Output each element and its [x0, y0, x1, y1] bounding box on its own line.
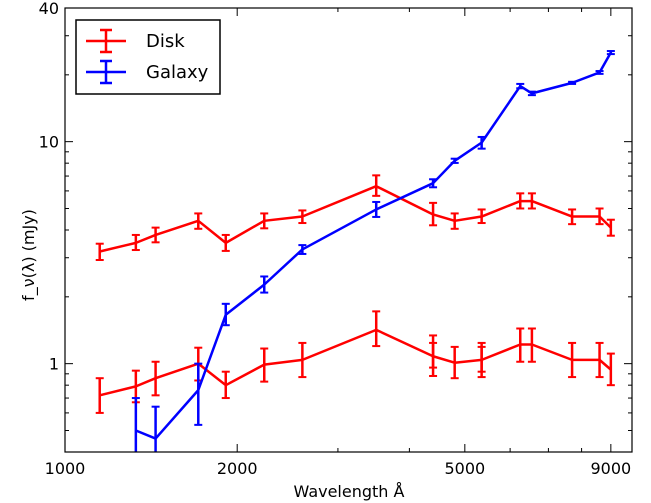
error-bar	[298, 209, 307, 225]
error-bar	[194, 362, 203, 426]
y-tick-label: 1	[49, 355, 59, 374]
x-tick-label: 9000	[590, 459, 631, 478]
axis-ticks: 1000 2000 5000 9000 1 10 40	[39, 0, 632, 478]
y-axis-label: f_ν(λ) (mJy)	[19, 209, 39, 301]
legend-box	[75, 19, 221, 95]
error-bar	[477, 345, 486, 373]
error-bar	[429, 341, 438, 369]
error-bar	[95, 377, 104, 414]
error-bar	[429, 201, 438, 227]
legend-label-galaxy: Galaxy	[146, 62, 209, 83]
error-bar	[516, 192, 525, 210]
error-bar	[131, 233, 140, 252]
error-bar	[595, 70, 604, 75]
error-bar	[221, 302, 230, 327]
legend-item-galaxy: Galaxy	[86, 59, 209, 85]
error-bar	[221, 233, 230, 252]
error-bar	[527, 90, 536, 97]
error-bar	[260, 212, 269, 230]
series-0-disk	[95, 174, 615, 262]
error-bar	[372, 174, 381, 197]
series-2-galaxy	[131, 50, 615, 452]
error-bar	[568, 341, 577, 379]
series-line	[99, 328, 612, 397]
error-bar	[298, 244, 307, 255]
error-bar	[477, 208, 486, 225]
error-bar	[516, 327, 525, 363]
error-bar	[568, 208, 577, 226]
series-layer	[95, 50, 615, 452]
x-tick-label: 1000	[45, 459, 86, 478]
series-line	[99, 184, 612, 253]
error-bar	[450, 212, 459, 230]
error-bar	[606, 50, 615, 56]
error-bar	[372, 310, 381, 348]
error-bar	[527, 192, 536, 210]
error-bar	[194, 212, 203, 230]
error-bar	[372, 200, 381, 218]
error-bar	[151, 360, 160, 397]
error-bar	[568, 80, 577, 85]
error-bar	[606, 218, 615, 237]
error-bar	[450, 157, 459, 164]
y-tick-label: 40	[39, 0, 59, 18]
series-line	[135, 51, 612, 440]
x-axis-label: Wavelength Å	[294, 482, 405, 501]
legend-label-disk: Disk	[146, 31, 185, 52]
error-bar	[450, 345, 459, 380]
error-bar	[151, 405, 160, 452]
error-bar	[516, 82, 525, 90]
error-bar	[477, 135, 486, 150]
legend: Disk Galaxy	[75, 19, 221, 95]
x-tick-label: 2000	[217, 459, 258, 478]
error-bar	[527, 327, 536, 363]
series-1-disk	[95, 310, 615, 414]
error-bar	[595, 341, 604, 379]
error-bar	[95, 242, 104, 262]
error-bar	[298, 341, 307, 379]
error-bar	[260, 275, 269, 294]
error-bar	[429, 178, 438, 189]
legend-item-disk: Disk	[86, 28, 185, 54]
x-tick-label: 5000	[444, 459, 485, 478]
error-bar	[131, 397, 140, 452]
y-tick-label: 10	[39, 133, 59, 152]
error-bar	[221, 370, 230, 400]
error-bar	[260, 347, 269, 383]
error-bar	[606, 352, 615, 387]
error-bar	[595, 207, 604, 226]
error-bar	[151, 226, 160, 244]
